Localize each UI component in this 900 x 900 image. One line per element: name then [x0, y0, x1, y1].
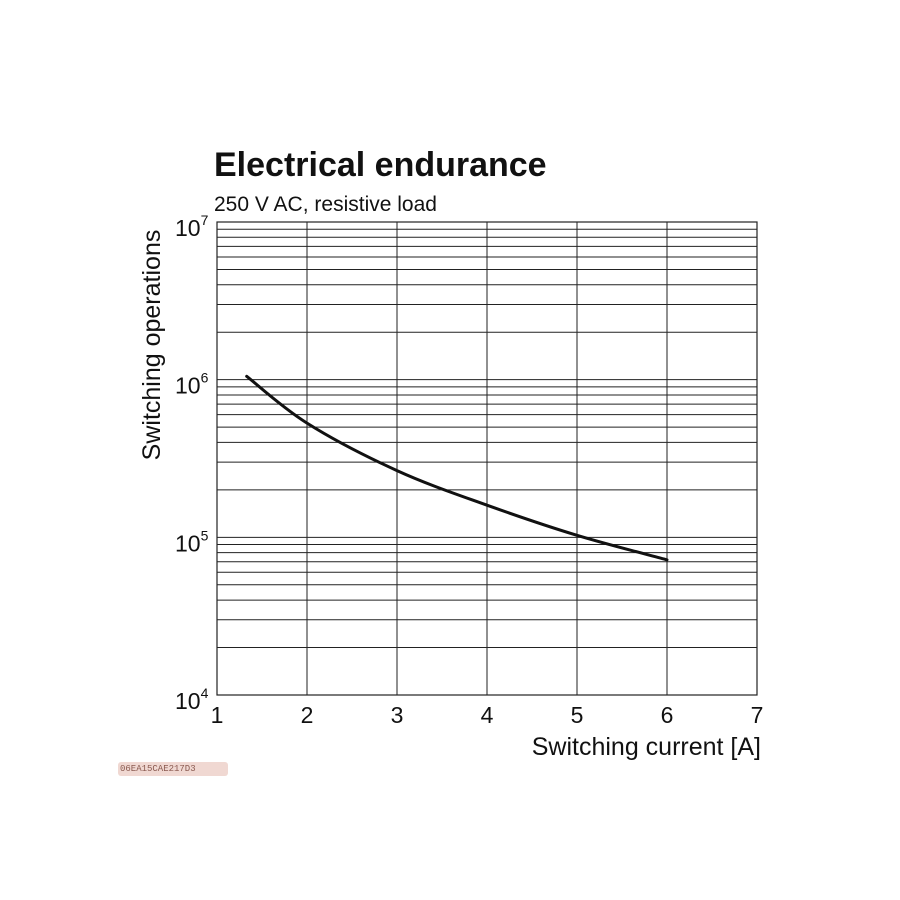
x-tick-labels: 1 2 3 4 5 6 7: [211, 702, 764, 728]
endurance-curve: [245, 374, 669, 562]
chart-subtitle: 250 V AC, resistive load: [214, 193, 437, 216]
y-tick-label: 107: [175, 212, 209, 241]
x-tick-label: 7: [751, 702, 764, 728]
y-tick-labels: 104 105 106 107: [175, 212, 209, 714]
y-tick-label: 105: [175, 527, 209, 556]
series-group: [245, 374, 669, 562]
y-axis-label: Switching operations: [138, 230, 166, 461]
y-tick-label: 104: [175, 685, 209, 714]
grid: [216, 221, 758, 696]
x-tick-label: 2: [301, 702, 314, 728]
plot-frame: [216, 221, 758, 696]
x-axis-label: Switching current [A]: [532, 733, 761, 761]
y-tick-label: 106: [175, 370, 209, 399]
x-tick-label: 5: [571, 702, 584, 728]
x-tick-label: 6: [661, 702, 674, 728]
chart-title: Electrical endurance: [214, 146, 547, 184]
x-tick-label: 1: [211, 702, 224, 728]
x-tick-label: 4: [481, 702, 494, 728]
x-tick-label: 3: [391, 702, 404, 728]
reference-stamp: 06EA15CAE217D3: [118, 762, 228, 776]
